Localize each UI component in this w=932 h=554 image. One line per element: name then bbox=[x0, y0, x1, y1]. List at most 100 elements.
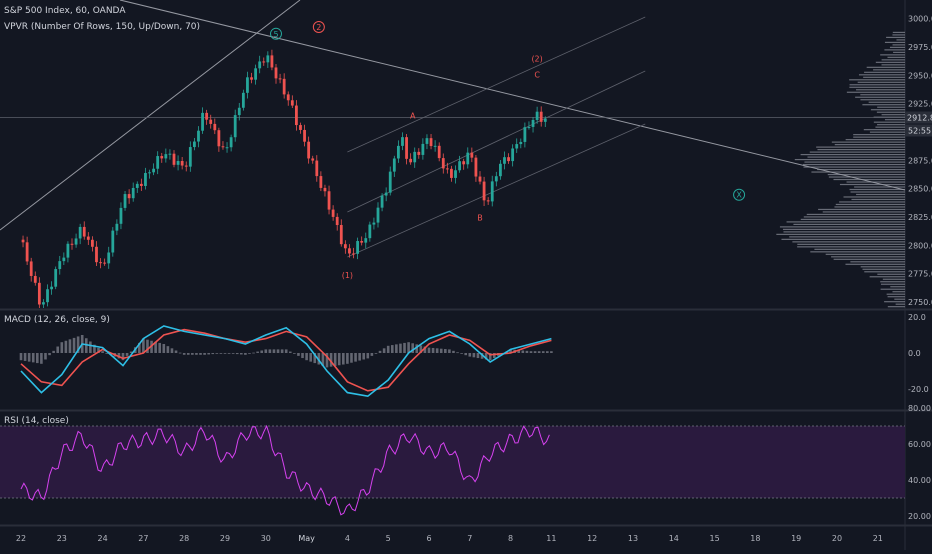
volume-profile-bar bbox=[855, 96, 905, 98]
candle-body bbox=[282, 78, 286, 95]
candle-body bbox=[127, 194, 131, 199]
macd-histogram-bar bbox=[362, 353, 366, 360]
rsi-band bbox=[0, 426, 905, 498]
candle-body bbox=[429, 138, 433, 147]
candle-body bbox=[441, 158, 445, 169]
candle-body bbox=[499, 163, 502, 177]
macd-histogram-bar bbox=[419, 345, 423, 353]
volume-profile-bar bbox=[864, 271, 905, 273]
volume-profile-bar bbox=[884, 119, 905, 121]
volume-profile-bar bbox=[860, 266, 905, 268]
macd-histogram-bar bbox=[435, 348, 439, 353]
macd-histogram-bar bbox=[382, 348, 386, 353]
macd-histogram-bar bbox=[60, 342, 64, 353]
candle-body bbox=[86, 236, 90, 240]
volume-profile-bar bbox=[875, 61, 905, 63]
macd-histogram-bar bbox=[72, 337, 76, 353]
candle-body bbox=[397, 145, 400, 159]
candle-body bbox=[445, 168, 449, 170]
macd-histogram-bar bbox=[541, 351, 545, 353]
macd-histogram-bar bbox=[309, 353, 312, 362]
price-tick-label: 2750.0 bbox=[908, 298, 932, 307]
volume-profile-bar bbox=[894, 298, 905, 300]
volume-profile-bar bbox=[849, 84, 905, 86]
macd-histogram-bar bbox=[444, 349, 447, 353]
time-tick-label: 20 bbox=[832, 534, 842, 543]
candle-body bbox=[286, 94, 290, 101]
volume-profile-bar bbox=[866, 66, 905, 68]
candle-body bbox=[486, 200, 490, 202]
time-tick-label: 23 bbox=[57, 534, 67, 543]
macd-histogram-bar bbox=[256, 351, 259, 353]
candle-body bbox=[515, 144, 519, 149]
volume-profile-bar bbox=[782, 228, 905, 230]
candle-body bbox=[405, 137, 408, 159]
volume-profile-bar bbox=[863, 76, 905, 78]
candle-body bbox=[99, 262, 102, 264]
wave-label-circle bbox=[733, 188, 746, 201]
macd-histogram-bar bbox=[146, 339, 149, 353]
candle-body bbox=[311, 158, 315, 161]
volume-profile-bar bbox=[800, 153, 905, 156]
volume-profile-bar bbox=[884, 301, 905, 303]
macd-histogram-bar bbox=[191, 353, 194, 355]
candle-body bbox=[193, 141, 196, 148]
volume-profile-bar bbox=[892, 31, 905, 34]
macd-histogram-bar bbox=[354, 353, 357, 362]
wave-label: A bbox=[410, 111, 416, 120]
candle-body bbox=[70, 243, 74, 245]
volume-profile bbox=[776, 31, 905, 308]
macd-histogram-bar bbox=[138, 342, 141, 353]
candle-body bbox=[119, 207, 123, 224]
candle-body bbox=[107, 252, 111, 264]
volume-profile-bar bbox=[828, 176, 905, 178]
rsi-legend[interactable]: RSI (14, close) bbox=[4, 416, 69, 426]
volume-profile-bar bbox=[892, 291, 905, 293]
candle-body bbox=[425, 138, 429, 144]
candle-body bbox=[197, 130, 200, 142]
candle-body bbox=[327, 191, 331, 210]
candle-body bbox=[205, 112, 209, 120]
time-tick-label: 22 bbox=[16, 534, 26, 543]
macd-histogram-bar bbox=[248, 353, 251, 354]
candle-body bbox=[246, 77, 249, 93]
candle-body bbox=[348, 248, 351, 254]
candle-body bbox=[303, 129, 306, 142]
macd-histogram-bar bbox=[272, 349, 276, 353]
volume-profile-bar bbox=[845, 263, 905, 265]
candle-body bbox=[103, 262, 107, 264]
time-tick-label: 13 bbox=[628, 534, 638, 543]
macd-histogram-bar bbox=[337, 353, 341, 366]
candle-body bbox=[401, 137, 404, 146]
macd-histogram-bar bbox=[84, 338, 88, 353]
channel-middle bbox=[347, 70, 646, 213]
rsi-tick-label: 80.00 bbox=[908, 404, 931, 413]
macd-histogram-bar bbox=[301, 353, 304, 359]
candle-body bbox=[274, 67, 278, 79]
macd-legend[interactable]: MACD (12, 26, close, 9) bbox=[4, 315, 110, 325]
macd-histogram-bar bbox=[260, 350, 264, 353]
volume-profile-bar bbox=[887, 56, 905, 58]
candle-body bbox=[384, 192, 388, 196]
candle-body bbox=[131, 187, 135, 199]
candle-body bbox=[372, 222, 376, 225]
candle-body bbox=[462, 161, 466, 165]
wave-label: B bbox=[477, 213, 483, 222]
volume-profile-bar bbox=[887, 306, 905, 308]
symbol-title[interactable]: S&P 500 Index, 60, OANDA bbox=[4, 6, 126, 16]
vpvr-legend[interactable]: VPVR (Number Of Rows, 150, Up/Down, 70) bbox=[4, 22, 201, 32]
volume-profile-bar bbox=[858, 74, 905, 76]
candle-body bbox=[225, 147, 229, 149]
volume-profile-bar bbox=[793, 223, 905, 226]
wave-label: 2 bbox=[316, 23, 321, 32]
macd-histogram-bar bbox=[27, 353, 31, 362]
volume-profile-bar bbox=[880, 281, 905, 283]
time-tick-label: 7 bbox=[467, 534, 472, 543]
candle-body bbox=[148, 172, 151, 174]
volume-profile-bar bbox=[797, 243, 905, 245]
candle-body bbox=[339, 225, 343, 245]
candle-body bbox=[368, 224, 372, 239]
volume-profile-bar bbox=[887, 296, 905, 298]
